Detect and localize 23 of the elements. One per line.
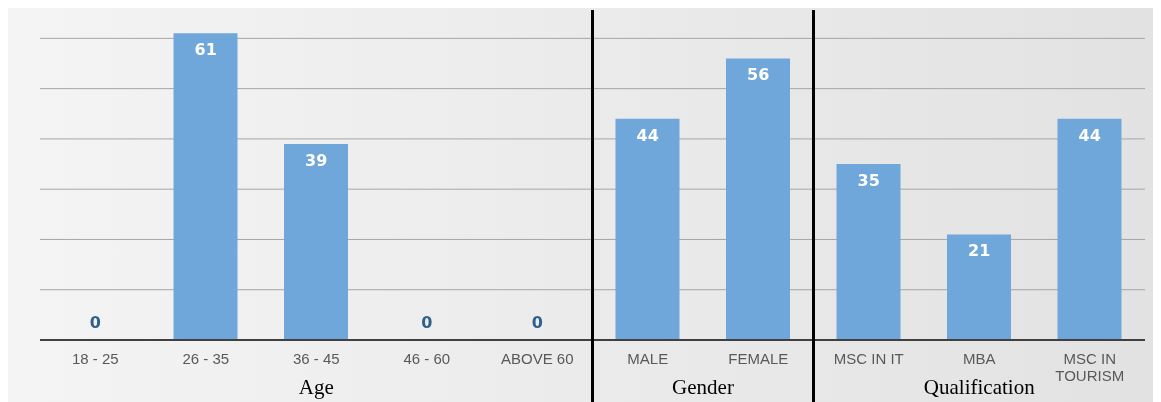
text: Age <box>298 375 334 399</box>
data-label: 61 <box>194 40 217 60</box>
data-label: 39 <box>305 150 328 170</box>
data-label: 44 <box>1078 125 1101 145</box>
x-tick-label: FEMALE <box>728 350 789 367</box>
data-label: 0 <box>89 313 101 332</box>
data-label: 56 <box>747 65 770 85</box>
x-tick-label: ABOVE 60 <box>500 350 574 367</box>
x-tick-label: MALE <box>627 350 669 367</box>
x-tick-label: 18 - 25 <box>71 350 119 367</box>
x-tick-label: MSC IN IT <box>833 350 904 367</box>
data-label: 0 <box>531 313 543 332</box>
x-tick-label: 26 - 35 <box>182 350 230 367</box>
x-tick-label: 36 - 45 <box>292 350 340 367</box>
x-tick-label: MSC IN TOURISM <box>1055 350 1125 384</box>
data-label: 35 <box>857 171 880 191</box>
data-label: 21 <box>968 241 991 261</box>
data-label: 0 <box>421 313 433 332</box>
x-tick-label: 46 - 60 <box>403 350 451 367</box>
x-tick-label: MBA <box>962 350 996 367</box>
data-label: 44 <box>636 125 659 145</box>
text: Qualification <box>923 375 1036 399</box>
text: Gender <box>672 375 734 399</box>
